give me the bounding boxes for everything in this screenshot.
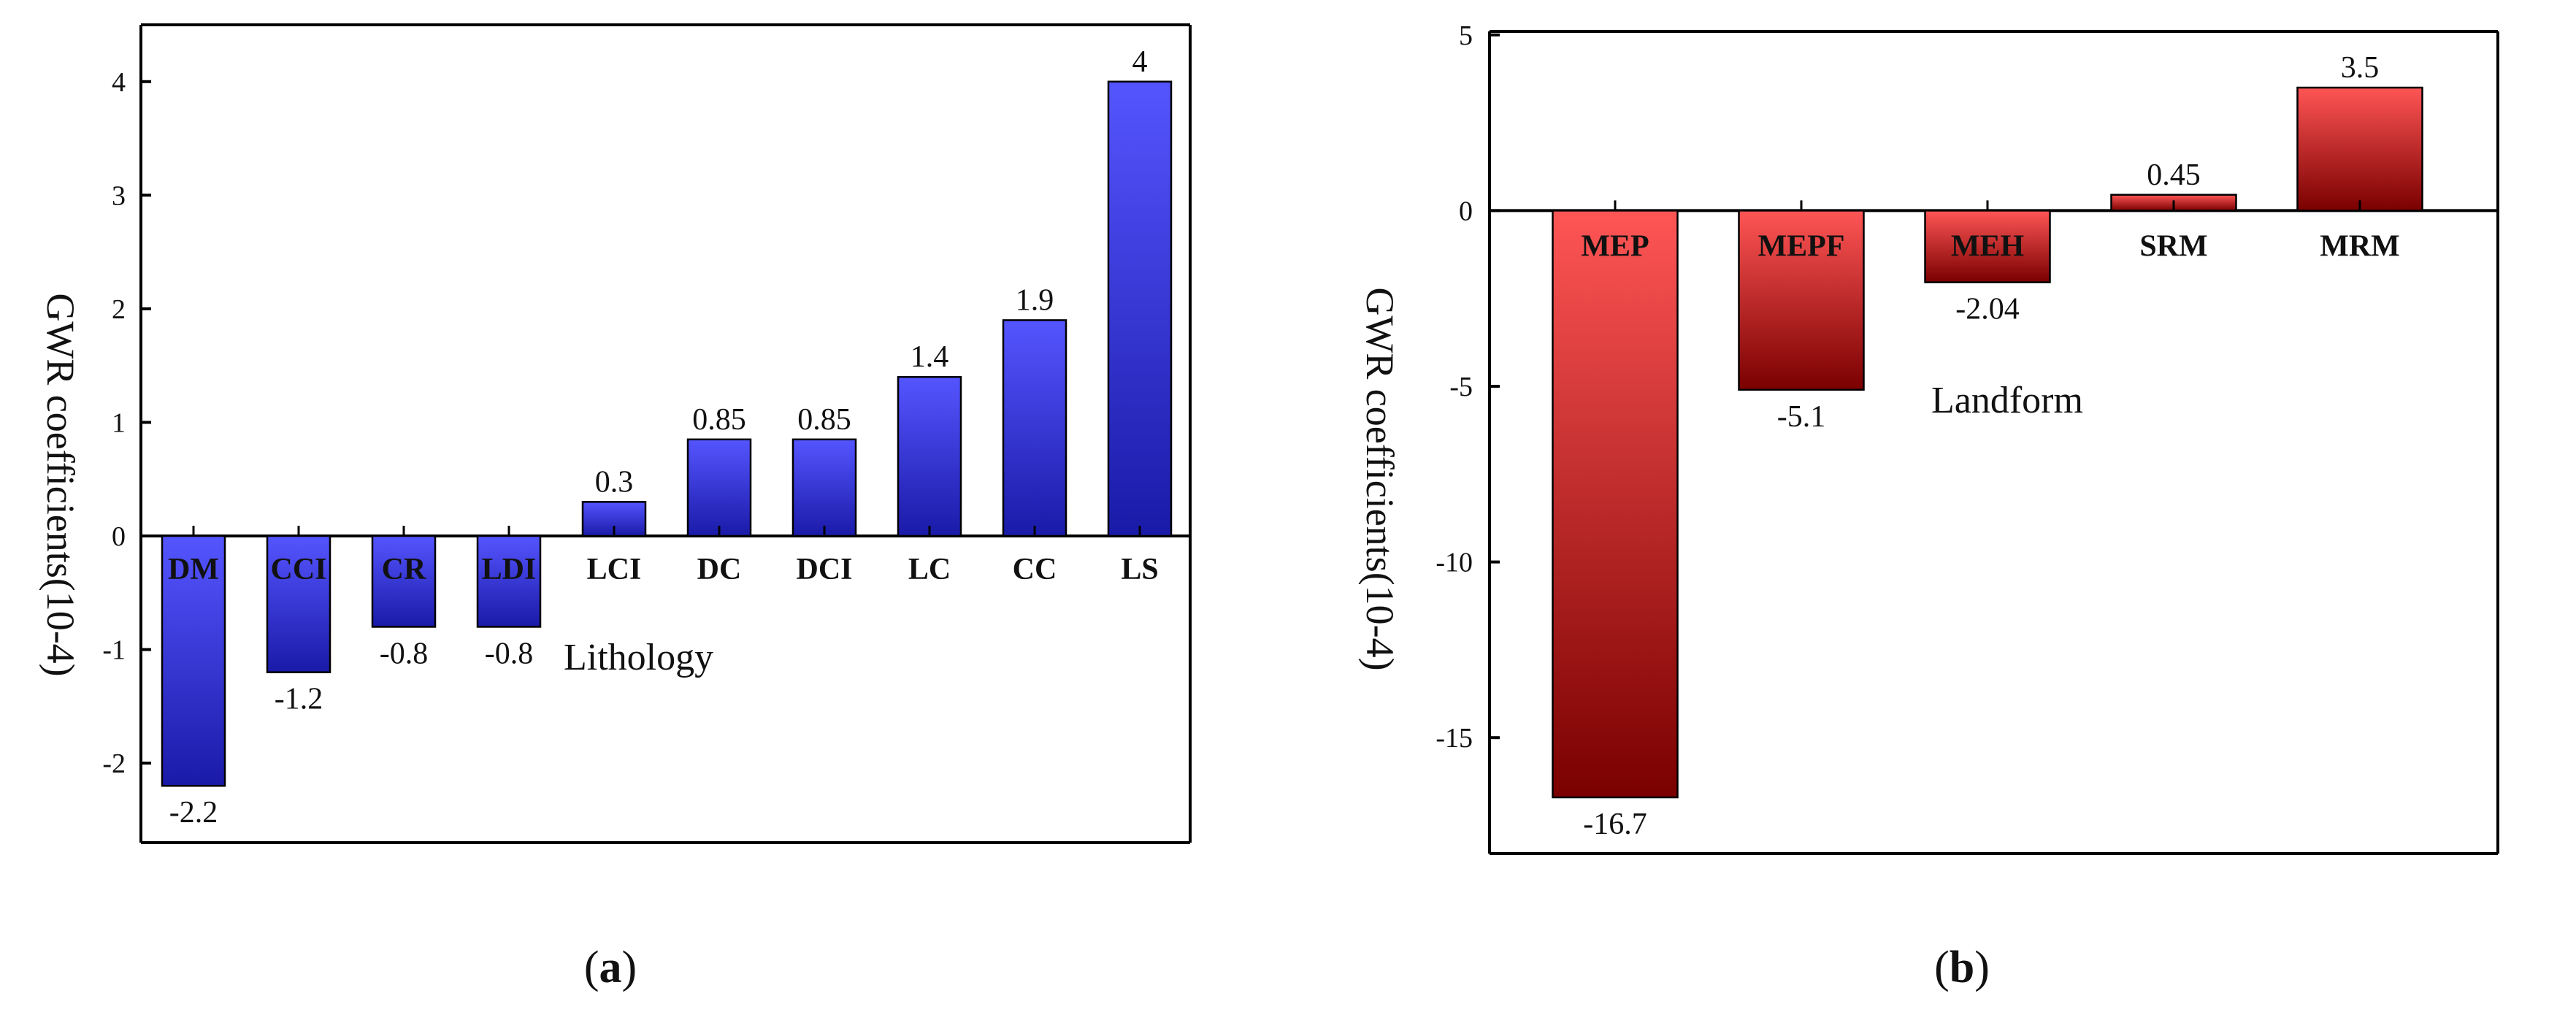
value-label-cr: -0.8 xyxy=(380,637,429,670)
y-tick-label: -1 xyxy=(102,635,126,666)
panel-a-caption: (a) xyxy=(584,943,637,992)
y-tick-label: 5 xyxy=(1459,20,1473,51)
value-label-dci: 0.85 xyxy=(797,403,851,437)
category-label-dm: DM xyxy=(168,553,219,586)
category-label-cci: CCI xyxy=(270,553,326,586)
value-label-lci: 0.3 xyxy=(595,465,634,499)
category-label-dci: DCI xyxy=(796,553,852,586)
y-axis-label: GWR coefficients(10-4) xyxy=(1358,287,1402,670)
category-label-dc: DC xyxy=(697,553,742,586)
bar-cci xyxy=(266,535,331,673)
y-tick-label: -15 xyxy=(1435,723,1473,754)
y-axis-label: GWR coefficients(10-4) xyxy=(39,293,83,676)
category-label-mrm: MRM xyxy=(2320,229,2400,263)
y-tick-label: -5 xyxy=(1449,372,1473,402)
panel-b-label: b xyxy=(1950,943,1974,992)
chart-landform: -15 -10 -5 0 5 MEP -16.7 MEPF -5.1 MEH -2.04 SRM 0.4… xyxy=(1358,20,2499,855)
bar-dci xyxy=(791,438,857,537)
chart-lithology: -2 -1 0 1 2 3 4 DM -2.2 CCI -1.2 CR -0.8 LDI -0.8 LCI 0.… xyxy=(39,23,1192,844)
bar-cr xyxy=(371,535,437,628)
y-tick-label: 4 xyxy=(112,67,126,98)
y-tick-label: -10 xyxy=(1435,548,1473,578)
bar-dm xyxy=(161,535,226,787)
value-label-cc: 1.9 xyxy=(1016,283,1054,317)
value-label-cci: -1.2 xyxy=(275,683,323,716)
y-tick-label: 1 xyxy=(112,407,126,438)
category-label-mep: MEP xyxy=(1581,229,1649,263)
y-tick-label: 3 xyxy=(112,180,126,211)
panel-b-caption: (b) xyxy=(1934,943,1990,992)
value-label-ls: 4 xyxy=(1132,45,1148,79)
bar-ls xyxy=(1107,80,1173,537)
bar-mep xyxy=(1552,210,1679,799)
bar-mrm xyxy=(2296,86,2423,212)
category-label-lc: LC xyxy=(908,553,951,586)
bar-lc xyxy=(897,375,962,537)
bar-cc xyxy=(1002,319,1067,537)
chart-annotation: Landform xyxy=(1931,380,2083,421)
category-label-cc: CC xyxy=(1013,553,1057,586)
y-tick-label: 0 xyxy=(1459,196,1473,226)
value-label-srm: 0.45 xyxy=(2147,158,2201,192)
category-label-ldi: LDI xyxy=(482,553,537,586)
value-label-dm: -2.2 xyxy=(169,796,218,829)
value-label-mrm: 3.5 xyxy=(2341,51,2380,85)
category-label-mepf: MEPF xyxy=(1758,229,1845,263)
bar-ldi xyxy=(476,535,542,628)
bar-meh xyxy=(1924,210,2051,283)
category-label-ls: LS xyxy=(1121,553,1158,586)
category-label-cr: CR xyxy=(382,553,426,586)
value-label-mepf: -5.1 xyxy=(1777,400,1826,434)
y-tick-label: 0 xyxy=(112,521,126,552)
category-label-srm: SRM xyxy=(2139,229,2207,263)
bar-dc xyxy=(686,438,752,537)
category-label-lci: LCI xyxy=(587,553,642,586)
y-tick-label: 2 xyxy=(112,294,126,325)
value-label-meh: -2.04 xyxy=(1955,293,2020,326)
value-label-dc: 0.85 xyxy=(692,403,746,437)
chart-annotation: Lithology xyxy=(564,637,713,678)
y-tick-label: -2 xyxy=(102,748,126,779)
value-label-lc: 1.4 xyxy=(911,340,949,374)
category-label-meh: MEH xyxy=(1951,229,2024,263)
value-label-mep: -16.7 xyxy=(1583,808,1647,841)
panel-a-label: a xyxy=(599,943,622,992)
value-label-ldi: -0.8 xyxy=(485,637,534,670)
bar-mepf xyxy=(1738,210,1865,391)
